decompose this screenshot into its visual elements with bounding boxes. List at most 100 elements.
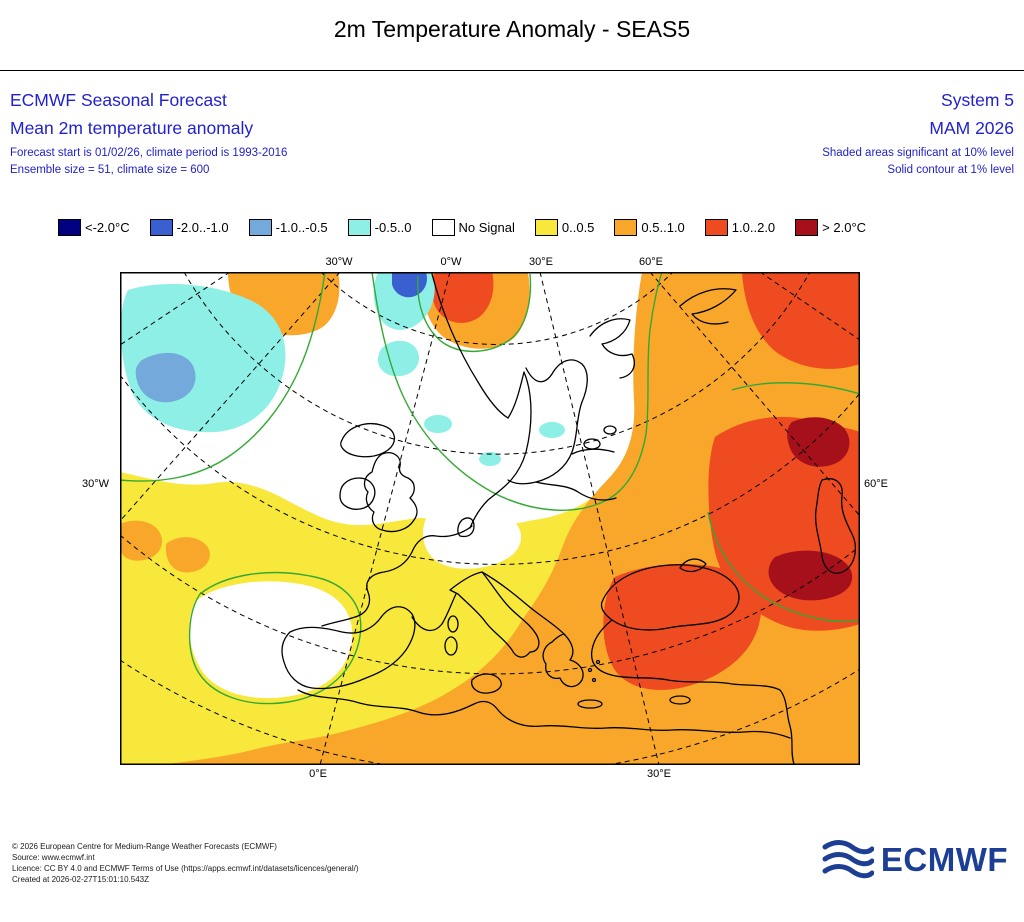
meridian — [539, 272, 660, 765]
legend-item: 1.0..2.0 — [704, 219, 776, 236]
header-significance-note: Shaded areas significant at 10% level — [822, 147, 1014, 159]
coast-island — [587, 667, 593, 673]
region-red-blacksea — [603, 563, 761, 690]
legend-swatch — [795, 219, 819, 236]
header-product-name: ECMWF Seasonal Forecast — [10, 90, 227, 110]
region-orange-atlantic-2 — [165, 537, 210, 573]
anomaly-regions — [120, 272, 860, 765]
contour-line — [731, 382, 860, 395]
color-legend: <-2.0°C -2.0..-1.0 -1.0..-0.5 -0.5..0 No… — [58, 219, 866, 236]
header-forecast-start: Forecast start is 01/02/26, climate peri… — [10, 147, 288, 159]
coast-north-africa — [297, 689, 791, 739]
footer-copyright: © 2026 European Centre for Medium-Range … — [12, 842, 277, 851]
meridian — [120, 272, 341, 522]
coast-lake-1 — [583, 438, 601, 450]
coast-lake-2 — [603, 425, 617, 435]
legend-swatch — [149, 219, 173, 236]
legend-label: 0.5..1.0 — [641, 220, 685, 235]
header-ensemble-size: Ensemble size = 51, climate size = 600 — [10, 164, 210, 176]
map-border — [120, 272, 860, 765]
legend-item: -1.0..-0.5 — [248, 219, 328, 236]
region-lightblue-northwest — [135, 352, 196, 403]
coast-crete — [577, 699, 603, 709]
region-cyan-speck-1 — [424, 415, 452, 433]
page-title: 2m Temperature Anomaly - SEAS5 — [333, 16, 691, 42]
significance-contours — [120, 272, 860, 705]
legend-item: No Signal — [431, 219, 515, 236]
footer-attribution: © 2026 European Centre for Medium-Range … — [12, 841, 359, 885]
region-darkred-1 — [787, 417, 850, 467]
region-red-topright — [742, 272, 860, 369]
legend-swatch — [534, 219, 558, 236]
coast-iceland — [340, 423, 395, 458]
header-left: ECMWF Seasonal Forecast Mean 2m temperat… — [10, 91, 287, 177]
coast-island — [595, 659, 601, 665]
legend-label: -0.5..0 — [374, 220, 412, 235]
coast-denmark — [457, 517, 475, 538]
header-contour-note: Solid contour at 1% level — [887, 164, 1014, 176]
footer-created-at: Created at 2026-02-27T15:01:10.543Z — [12, 875, 149, 884]
region-cyan-speck-2 — [539, 422, 565, 438]
map-canvas — [120, 272, 860, 765]
contour-line — [417, 273, 532, 353]
ecmwf-logo-text: ECMWF — [880, 841, 1008, 878]
legend-swatch — [431, 219, 455, 236]
coast-med-france — [411, 593, 457, 632]
coast-west-europe — [321, 525, 473, 627]
coast-cyprus — [669, 695, 691, 705]
coast-island — [591, 677, 597, 683]
header-variable-name: Mean 2m temperature anomaly — [10, 118, 254, 138]
legend-label: -1.0..-0.5 — [275, 220, 328, 235]
coast-italy — [449, 571, 540, 658]
region-nosignal-central-europe — [423, 506, 522, 569]
coast-norway — [431, 273, 509, 419]
region-cyan-topcenter-2 — [377, 340, 420, 377]
meridian — [319, 272, 451, 765]
parallel — [120, 659, 388, 765]
contour-line — [371, 272, 663, 511]
meridian — [759, 272, 860, 341]
legend-label: -2.0..-1.0 — [176, 220, 229, 235]
legend-label: > 2.0°C — [822, 220, 867, 235]
footer-source: Source: www.ecmwf.int — [12, 853, 95, 862]
coast-adriatic-balkans — [481, 571, 565, 635]
coast-sardinia — [444, 636, 458, 656]
coast-sweden-baltic — [469, 371, 532, 529]
lon-label-left: 30°W — [82, 478, 110, 490]
anomaly-map: 30°W 0°W 30°E 60°E 30°W 60°E 0°E 30°E — [82, 256, 888, 780]
parallel — [606, 668, 860, 765]
legend-item: 0.5..1.0 — [614, 219, 685, 236]
legend-label: 0..0.5 — [561, 220, 595, 235]
parallel — [120, 374, 860, 565]
legend-label: <-2.0°C — [85, 220, 130, 235]
header-system: System 5 — [941, 90, 1014, 110]
legend-item: <-2.0°C — [58, 219, 130, 236]
coast-baltic-east — [535, 481, 617, 501]
ecmwf-flag-icon — [822, 840, 874, 879]
coast-caspian — [814, 478, 857, 574]
lon-label-top-3: 30°E — [529, 256, 553, 268]
contour-line — [120, 272, 326, 482]
coast-iberia — [281, 606, 416, 690]
coastlines — [281, 273, 857, 765]
contour-line — [188, 571, 362, 705]
coast-greece — [542, 633, 584, 688]
legend-swatch — [58, 219, 81, 236]
coast-sicily — [471, 673, 502, 694]
coast-corsica — [447, 615, 459, 633]
meridian — [120, 272, 231, 346]
legend-swatch — [347, 219, 371, 236]
lon-label-top-4: 60°E — [639, 256, 663, 268]
region-cyan-speck-3 — [479, 452, 501, 466]
coast-great-britain — [363, 452, 418, 533]
legend-item: -2.0..-1.0 — [149, 219, 229, 236]
footer-licence: Licence: CC BY 4.0 and ECMWF Terms of Us… — [12, 864, 359, 873]
region-orange-atlantic-1 — [120, 520, 163, 561]
region-nosignal-iberia — [189, 581, 353, 699]
lon-label-top-2: 0°W — [440, 256, 462, 268]
region-cyan-northwest — [120, 284, 286, 433]
legend-label: 1.0..2.0 — [731, 220, 776, 235]
coast-azov — [679, 558, 707, 573]
legend-label: No Signal — [458, 220, 515, 235]
